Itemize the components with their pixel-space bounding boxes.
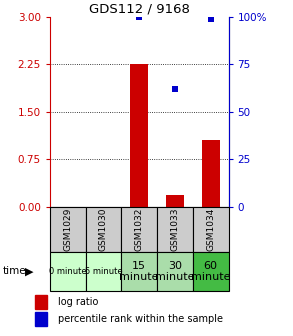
Text: log ratio: log ratio	[57, 297, 98, 307]
Text: GSM1034: GSM1034	[206, 208, 215, 251]
Bar	[157, 252, 193, 291]
Bar	[50, 207, 86, 252]
Bar	[50, 252, 86, 291]
Bar	[130, 64, 148, 207]
Bar	[86, 252, 121, 291]
Text: 15
minute: 15 minute	[120, 260, 159, 282]
Text: time: time	[3, 266, 27, 276]
Bar	[166, 195, 184, 207]
Bar	[86, 207, 121, 252]
Bar	[121, 252, 157, 291]
Text: GSM1033: GSM1033	[171, 208, 179, 251]
Text: 30
minute: 30 minute	[155, 260, 195, 282]
Bar	[193, 252, 229, 291]
Bar	[157, 207, 193, 252]
Text: GSM1030: GSM1030	[99, 208, 108, 251]
Bar	[35, 295, 47, 309]
Text: 60
minute: 60 minute	[191, 260, 230, 282]
Title: GDS112 / 9168: GDS112 / 9168	[89, 3, 190, 16]
Point	[137, 14, 142, 19]
Bar	[202, 140, 220, 207]
Text: 0 minute: 0 minute	[49, 267, 86, 276]
Text: percentile rank within the sample: percentile rank within the sample	[57, 314, 223, 324]
Bar	[121, 207, 157, 252]
Point	[173, 86, 177, 92]
Bar	[193, 207, 229, 252]
Text: 5 minute: 5 minute	[85, 267, 122, 276]
Text: ▶: ▶	[25, 266, 33, 276]
Text: GSM1032: GSM1032	[135, 208, 144, 251]
Point	[208, 16, 213, 22]
Bar	[35, 312, 47, 326]
Text: GSM1029: GSM1029	[63, 208, 72, 251]
